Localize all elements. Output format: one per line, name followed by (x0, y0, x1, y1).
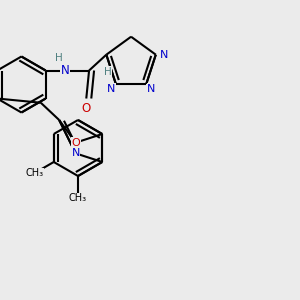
Text: H: H (56, 52, 63, 62)
Text: N: N (160, 50, 168, 60)
Text: CH₃: CH₃ (69, 193, 87, 203)
Text: N: N (147, 84, 155, 94)
Text: N: N (71, 148, 80, 158)
Text: N: N (106, 84, 115, 94)
Text: H: H (104, 67, 112, 77)
Text: O: O (71, 138, 80, 148)
Text: N: N (61, 64, 70, 77)
Text: O: O (82, 102, 91, 115)
Text: CH₃: CH₃ (26, 168, 44, 178)
